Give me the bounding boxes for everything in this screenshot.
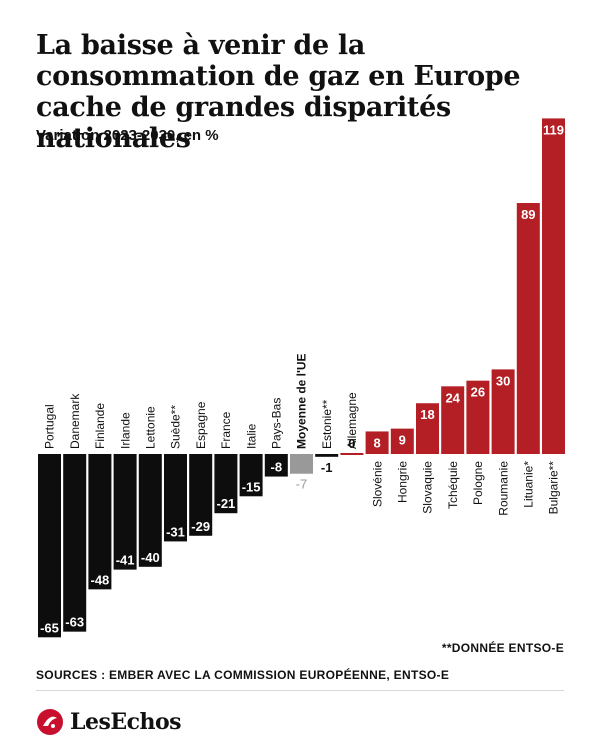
- category-label: Pays-Bas: [270, 398, 284, 449]
- category-label: Bulgarie**: [547, 461, 561, 515]
- value-label: -65: [40, 620, 59, 635]
- bar: [290, 454, 313, 474]
- value-label: -15: [242, 479, 261, 494]
- logo-wordmark: LesEchos: [70, 709, 182, 735]
- category-label: Lituanie*: [522, 461, 536, 508]
- category-label: Danemark: [68, 393, 82, 449]
- bar: [38, 454, 61, 638]
- value-label: -48: [91, 572, 110, 587]
- category-label: Allemagne: [345, 392, 359, 449]
- value-label: -7: [296, 477, 308, 492]
- publisher-logo: LesEchos: [36, 708, 182, 736]
- category-label: Lettonie: [144, 406, 158, 449]
- value-label: 119: [543, 122, 564, 137]
- category-label: Roumanie: [496, 461, 510, 516]
- category-label: Finlande: [93, 403, 107, 449]
- les-echos-logo-icon: [37, 709, 63, 735]
- bar: [315, 454, 339, 457]
- chart-title: La baisse à venir de la consommation de …: [36, 30, 521, 154]
- category-label: Irlande: [118, 412, 132, 449]
- bar: [63, 454, 87, 632]
- value-label: -21: [217, 496, 236, 511]
- chart-subtitle: Variation 2023-2030, en %: [36, 127, 219, 144]
- bar: [390, 428, 414, 454]
- category-label: Slovénie: [370, 461, 384, 507]
- value-label: -1: [321, 460, 333, 475]
- category-label: France: [219, 411, 233, 449]
- category-label: Pologne: [471, 461, 485, 505]
- value-label: -31: [166, 524, 185, 539]
- category-label: Slovaquie: [421, 461, 435, 514]
- bar: [516, 203, 540, 454]
- category-label: Tchéquie: [446, 461, 460, 509]
- value-label: -40: [141, 550, 160, 565]
- bar: [214, 454, 238, 514]
- bar: [138, 454, 162, 567]
- bar: [239, 454, 263, 497]
- category-label: Hongrie: [396, 461, 410, 503]
- bar: [491, 369, 515, 454]
- bar: [113, 454, 137, 570]
- bar: [264, 454, 288, 477]
- value-label: 18: [420, 407, 434, 422]
- bar: [164, 454, 187, 542]
- value-label: 8: [373, 435, 380, 450]
- bar: [189, 454, 213, 536]
- value-label: 0: [348, 436, 355, 451]
- bar: [340, 453, 364, 455]
- bar: [88, 454, 112, 590]
- value-label: 9: [399, 433, 406, 448]
- category-label: Suède**: [169, 405, 183, 449]
- category-label: Estonie**: [320, 399, 334, 449]
- value-label: -41: [116, 553, 135, 568]
- bar-chart: Portugal -65 Danemark -63 Finlande -48 Irlande…: [38, 118, 565, 638]
- value-label: 26: [471, 385, 485, 400]
- bar: [466, 380, 490, 454]
- bar: [542, 118, 565, 455]
- bar: [441, 386, 465, 454]
- footer-divider: [36, 690, 564, 691]
- category-label: Italie: [244, 423, 258, 449]
- bar: [365, 431, 389, 454]
- value-label: 30: [496, 373, 510, 388]
- category-label: Portugal: [43, 404, 57, 449]
- category-label: Moyenne de l'UE: [295, 353, 309, 449]
- value-label: 89: [521, 207, 535, 222]
- category-label: Espagne: [194, 401, 208, 449]
- bar: [416, 403, 439, 454]
- value-label: -8: [271, 460, 283, 475]
- value-label: -29: [191, 519, 210, 534]
- sources-line: SOURCES : EMBER AVEC LA COMMISSION EUROP…: [36, 668, 450, 682]
- value-label: 24: [445, 390, 460, 405]
- footnote: **DONNÉE ENTSO-E: [441, 641, 564, 655]
- value-label: -63: [65, 615, 84, 630]
